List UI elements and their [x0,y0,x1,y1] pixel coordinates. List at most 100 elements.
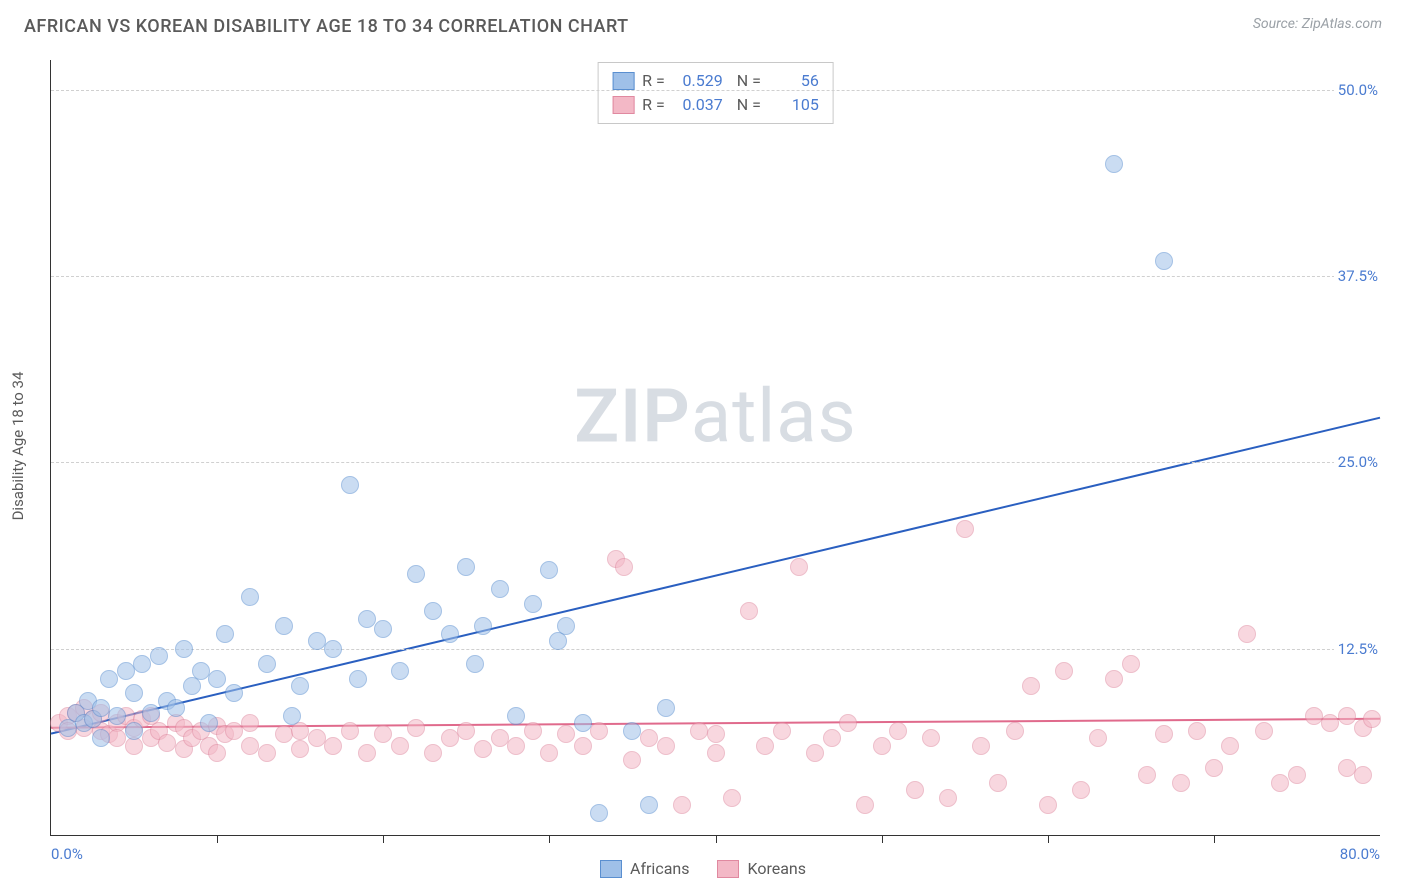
koreans-point [158,734,176,752]
stats-legend: R =0.529N =56R =0.037N =105 [597,62,834,124]
africans-point [358,610,376,628]
africans-point [524,595,542,613]
koreans-point [1172,774,1190,792]
gridline [51,649,1380,650]
koreans-point [524,722,542,740]
source-label: Source: ZipAtlas.com [1253,16,1382,32]
africans-point [92,699,110,717]
koreans-point [922,729,940,747]
koreans-point [507,737,525,755]
africans-point [133,655,151,673]
koreans-point [291,740,309,758]
africans-point [275,617,293,635]
africans-point [507,707,525,725]
x-tick [217,835,218,843]
koreans-point [1338,707,1356,725]
x-tick [383,835,384,843]
koreans-point [590,722,608,740]
africans-point [200,714,218,732]
africans-point [291,677,309,695]
africans-point [175,640,193,658]
koreans-point [1255,722,1273,740]
africans-point [540,561,558,579]
legend-label: Africans [630,859,689,878]
koreans-point [1155,725,1173,743]
koreans-point [557,725,575,743]
koreans-point [391,737,409,755]
koreans-point [690,722,708,740]
koreans-point [939,789,957,807]
africans-point [100,670,118,688]
koreans-point [773,722,791,740]
x-min-label: 0.0% [51,845,83,863]
koreans-point [790,558,808,576]
koreans-point [1354,766,1372,784]
x-tick [1048,835,1049,843]
koreans-point [1188,722,1206,740]
koreans-point [673,796,691,814]
swatch-koreans [717,860,739,878]
y-tick-label: 37.5% [1334,267,1382,285]
africans-point [341,476,359,494]
africans-point [142,704,160,722]
koreans-point [707,744,725,762]
koreans-point [1338,759,1356,777]
koreans-point [424,744,442,762]
africans-point [590,804,608,822]
africans-point [283,707,301,725]
koreans-point [441,729,459,747]
koreans-point [374,725,392,743]
koreans-point [806,744,824,762]
koreans-point [873,737,891,755]
africans-point [623,722,641,740]
africans-point [1155,252,1173,270]
africans-point [574,714,592,732]
africans-point [391,662,409,680]
koreans-point [1205,759,1223,777]
africans-point [474,617,492,635]
koreans-point [275,725,293,743]
x-tick [716,835,717,843]
africans-point [192,662,210,680]
koreans-point [324,737,342,755]
koreans-point [241,714,259,732]
koreans-point [756,737,774,755]
koreans-point [1105,670,1123,688]
koreans-point [707,725,725,743]
x-max-label: 80.0% [1340,845,1380,863]
koreans-point [1321,714,1339,732]
gridline [51,276,1380,277]
koreans-point [657,737,675,755]
koreans-point [823,729,841,747]
koreans-point [474,740,492,758]
koreans-point [308,729,326,747]
africans-point [125,722,143,740]
koreans-point [1022,677,1040,695]
koreans-point [540,744,558,762]
koreans-point [225,722,243,740]
stats-row-koreans: R =0.037N =105 [612,93,819,117]
koreans-point [491,729,509,747]
africans-point [258,655,276,673]
africans-point [466,655,484,673]
koreans-point [1089,729,1107,747]
africans-point [92,729,110,747]
y-tick-label: 25.0% [1334,453,1382,471]
koreans-point [956,520,974,538]
gridline [51,90,1380,91]
africans-point [374,620,392,638]
africans-point [657,699,675,717]
x-tick [882,835,883,843]
africans-point [125,684,143,702]
koreans-point [1122,655,1140,673]
africans-point [167,699,185,717]
koreans-point [623,751,641,769]
koreans-point [972,737,990,755]
koreans-point [889,722,907,740]
scatter-chart: ZIPatlas R =0.529N =56R =0.037N =105 0.0… [50,60,1380,836]
africans-point [407,565,425,583]
x-tick [1214,835,1215,843]
legend-item-africans: Africans [600,859,689,878]
gridline [51,462,1380,463]
africans-point [557,617,575,635]
